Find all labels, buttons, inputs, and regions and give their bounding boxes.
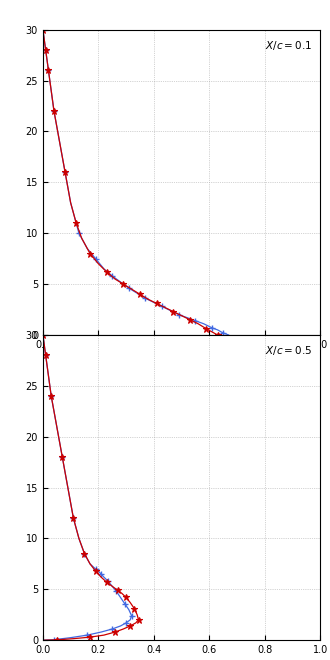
Legend: Kunz model with exponent of $P - P_v = 1$, Kunz model with exponent of $P - P_v : Kunz model with exponent of $P - P_v = 1… <box>79 379 284 416</box>
Text: (a): (a) <box>174 412 189 423</box>
Text: $X/c = 0.1$: $X/c = 0.1$ <box>265 39 312 52</box>
Text: $X/c = 0.5$: $X/c = 0.5$ <box>265 344 312 357</box>
